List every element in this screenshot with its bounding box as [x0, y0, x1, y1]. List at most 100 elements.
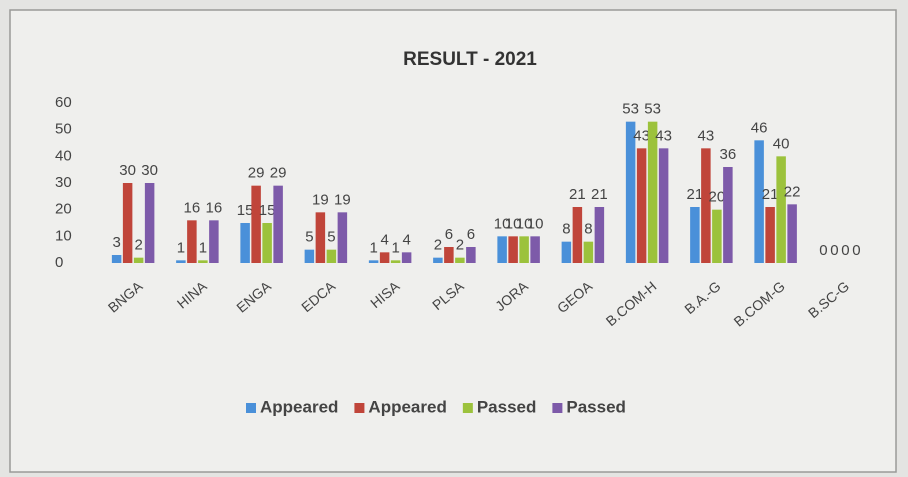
- bar: [304, 249, 315, 263]
- bar: [594, 207, 605, 263]
- value-label: 0: [830, 242, 838, 259]
- bar: [625, 121, 636, 264]
- bar: [723, 167, 733, 263]
- bar: [444, 247, 454, 263]
- value-label: 53: [644, 101, 661, 118]
- chart-title: RESULT - 2021: [403, 49, 537, 70]
- y-tick-label: 0: [55, 254, 63, 271]
- bar: [636, 148, 647, 263]
- value-label: 4: [380, 231, 388, 248]
- value-label: 2: [134, 237, 142, 254]
- value-label: 10: [516, 215, 533, 232]
- value-label: 1: [177, 239, 185, 256]
- bar: [401, 252, 412, 263]
- bar: [368, 260, 379, 263]
- value-label: 53: [622, 101, 639, 118]
- bar: [144, 183, 155, 263]
- y-tick-label: 60: [55, 94, 72, 111]
- bar: [133, 257, 144, 263]
- legend-swatch: [354, 403, 365, 413]
- bar: [433, 257, 443, 263]
- y-tick-label: 30: [55, 174, 72, 191]
- y-tick-label: 50: [55, 121, 72, 138]
- value-label: 6: [467, 226, 475, 243]
- legend-label: Appeared: [368, 397, 446, 416]
- value-label: 8: [584, 221, 592, 238]
- value-label: 3: [112, 234, 120, 251]
- y-tick-label: 10: [55, 227, 72, 244]
- bar: [561, 241, 572, 263]
- legend-swatch: [552, 403, 563, 413]
- value-label: 0: [841, 242, 849, 259]
- value-label: 2: [456, 237, 464, 254]
- value-label: 2: [434, 237, 442, 254]
- value-label: 40: [773, 135, 790, 152]
- value-label: 6: [445, 226, 453, 243]
- bar: [273, 185, 283, 263]
- value-label: 20: [709, 189, 726, 206]
- bar: [647, 121, 658, 264]
- bar: [379, 252, 390, 263]
- legend-swatch: [246, 403, 256, 413]
- chart-frame: [9, 9, 897, 473]
- value-label: 36: [720, 146, 737, 163]
- value-label: 15: [237, 202, 254, 219]
- value-label: 8: [562, 221, 570, 238]
- legend-label: Appeared: [260, 397, 338, 416]
- bar: [240, 223, 250, 263]
- value-label: 43: [698, 127, 715, 144]
- value-label: 43: [633, 127, 650, 144]
- bar: [787, 204, 797, 263]
- bar: [209, 220, 219, 263]
- bar: [315, 212, 326, 263]
- legend-label: Passed: [477, 397, 537, 416]
- value-label: 4: [402, 231, 410, 248]
- bar: [122, 183, 133, 263]
- value-label: 1: [369, 239, 377, 256]
- value-label: 5: [305, 229, 313, 246]
- value-label: 30: [141, 162, 158, 179]
- value-label: 43: [655, 127, 672, 144]
- value-label: 10: [505, 215, 522, 232]
- bar: [530, 236, 540, 263]
- bar: [198, 260, 208, 263]
- bar: [712, 209, 722, 263]
- value-label: 16: [206, 199, 223, 216]
- value-label: 21: [762, 186, 779, 203]
- value-label: 0: [819, 242, 827, 259]
- bar: [508, 236, 518, 263]
- value-label: 10: [494, 215, 511, 232]
- value-label: 19: [312, 191, 329, 208]
- value-label: 15: [259, 202, 276, 219]
- bar: [251, 185, 261, 263]
- y-tick-label: 40: [55, 147, 72, 164]
- bar: [326, 249, 337, 263]
- value-label: 21: [687, 186, 704, 203]
- bar: [572, 207, 583, 263]
- bar: [176, 260, 186, 263]
- bar: [519, 236, 529, 263]
- value-label: 22: [784, 183, 801, 200]
- legend-swatch: [462, 403, 473, 413]
- bar: [776, 156, 786, 263]
- bar: [765, 207, 775, 263]
- bar: [658, 148, 669, 263]
- bar: [466, 247, 476, 263]
- value-label: 29: [270, 165, 287, 182]
- value-label: 16: [184, 199, 201, 216]
- bar: [111, 255, 122, 263]
- y-tick-label: 20: [55, 201, 72, 218]
- bar: [497, 236, 507, 263]
- value-label: 21: [569, 186, 586, 203]
- bar: [262, 223, 272, 263]
- value-label: 1: [199, 239, 207, 256]
- value-label: 46: [751, 119, 768, 136]
- bar: [187, 220, 197, 263]
- value-label: 0: [852, 242, 860, 259]
- bar: [337, 212, 348, 263]
- legend-label: Passed: [566, 397, 626, 416]
- value-label: 29: [248, 165, 265, 182]
- bar: [701, 148, 711, 263]
